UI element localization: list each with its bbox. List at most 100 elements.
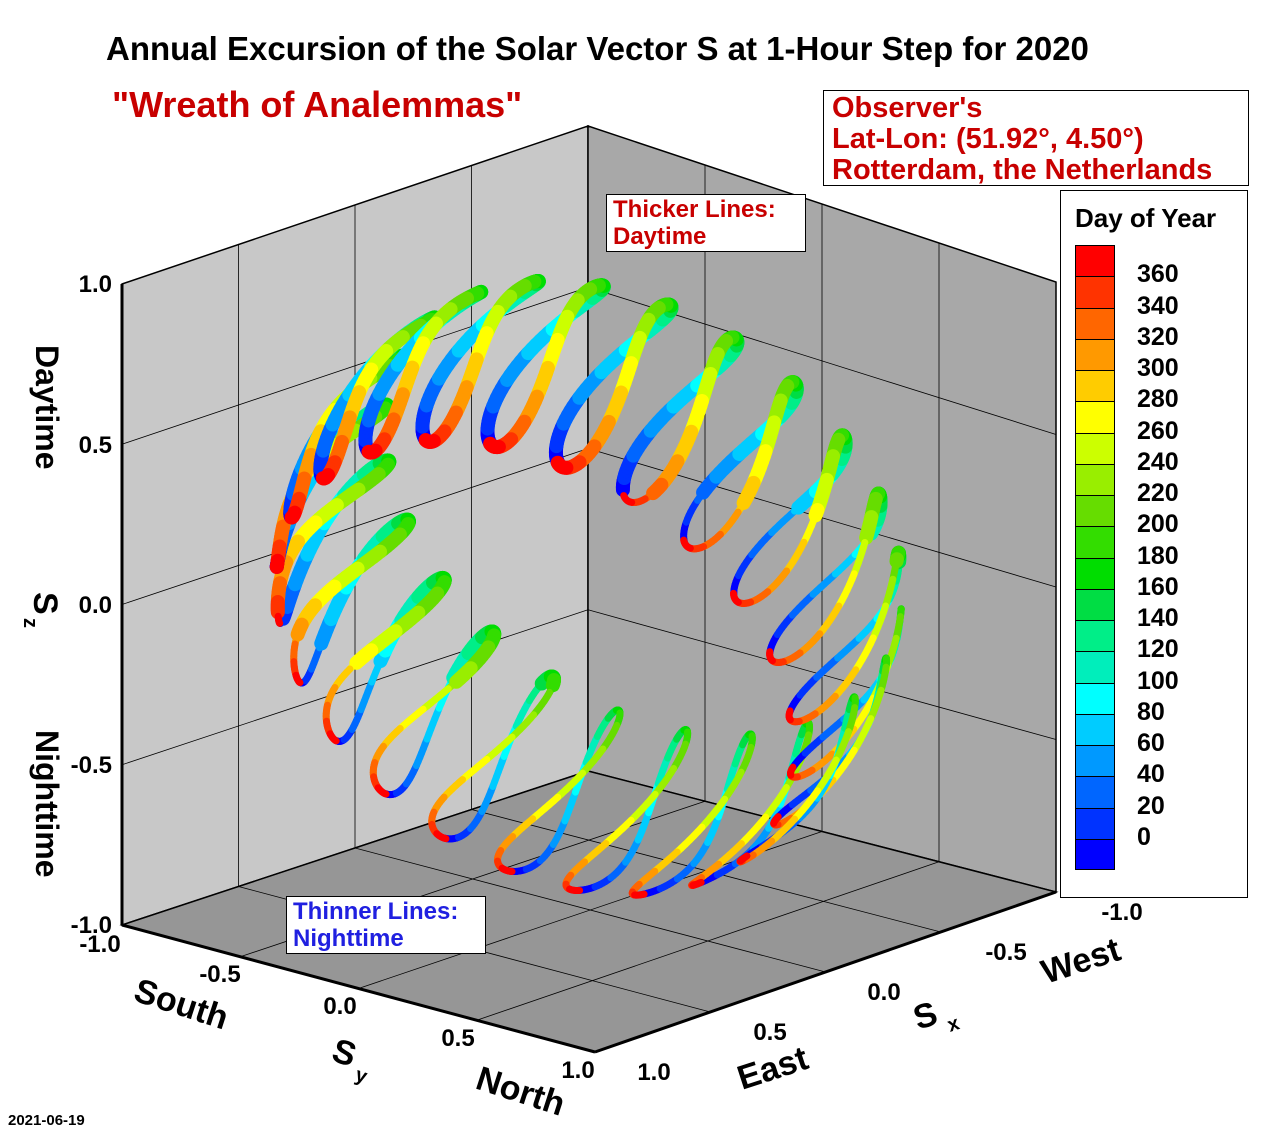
grid-line — [476, 861, 940, 1021]
analemma-hour-curve — [369, 624, 502, 799]
legend-swatch — [1075, 276, 1115, 308]
legend-label: 360 — [1137, 260, 1179, 289]
legend-label: 120 — [1137, 635, 1179, 664]
analemma-hour-curve — [270, 453, 397, 627]
sx-axis-subscript: x — [945, 1012, 962, 1036]
plot-walls — [119, 124, 1059, 1053]
legend-swatch — [1075, 620, 1115, 652]
y-tick-label: 0.0 — [323, 993, 356, 1020]
legend-label: 340 — [1137, 291, 1179, 320]
y-tick-label: -1.0 — [79, 931, 120, 958]
legend-label: 0 — [1137, 822, 1151, 851]
legend-swatch — [1075, 401, 1115, 433]
analemma-segment — [550, 455, 566, 472]
legend-swatch — [1075, 463, 1115, 495]
nighttime-note-line-1: Thinner Lines: — [293, 898, 459, 925]
daytime-note-line-1: Thicker Lines: — [613, 196, 776, 223]
analemma-segment — [331, 736, 340, 745]
legend-swatch — [1075, 432, 1115, 464]
legend-swatch — [1075, 338, 1115, 370]
observer-line-2: Lat-Lon: (51.92°, 4.50°) — [832, 123, 1144, 155]
analemma-hour-curve — [615, 330, 745, 507]
daytime-axis-label: Daytime — [29, 345, 65, 470]
legend-label: 280 — [1137, 385, 1179, 414]
legend-swatch — [1075, 807, 1115, 839]
analemma-hour-curve — [480, 278, 611, 455]
west-label: West — [1037, 931, 1125, 992]
legend-label: 220 — [1137, 479, 1179, 507]
analemma-hour-curve — [415, 273, 546, 449]
analemma-hour-curve — [785, 545, 907, 726]
legend-label: 300 — [1137, 354, 1179, 382]
legend-swatch — [1075, 651, 1115, 683]
analemma-hour-curve — [358, 284, 489, 460]
legend-title: Day of Year — [1075, 203, 1217, 233]
analemma-segment — [773, 813, 782, 822]
analemma-curves — [269, 273, 907, 899]
legend-label: 40 — [1137, 760, 1165, 789]
analemma-segment — [483, 436, 499, 453]
chart-subtitle: "Wreath of Analemmas" — [112, 84, 523, 125]
analemma-hour-curve — [562, 726, 692, 895]
grid-line — [121, 609, 589, 766]
x-tick-label: 1.0 — [637, 1059, 670, 1086]
analemma-hour-curve — [680, 375, 804, 553]
sy-axis-label: S — [328, 1031, 361, 1074]
x-tick-label: 0.0 — [867, 979, 900, 1006]
analemma-hour-curve — [322, 570, 452, 745]
analemma-hour-curve — [736, 693, 859, 866]
x-tick-label: 0.5 — [753, 1019, 786, 1046]
z-tick-label: 1.0 — [79, 271, 112, 298]
legend-swatch — [1075, 776, 1115, 808]
analemma-segment — [418, 433, 434, 448]
legend-label: 100 — [1137, 666, 1179, 695]
analemma-segment — [620, 492, 629, 501]
legend-swatch — [1075, 682, 1115, 714]
nighttime-note: Thinner Lines: Nighttime — [286, 896, 486, 954]
legend-label: 200 — [1137, 510, 1179, 539]
analemma-segment — [695, 878, 705, 887]
analemma-hour-curve — [730, 428, 853, 607]
legend-label: 160 — [1137, 572, 1179, 601]
analemma-segment — [381, 789, 390, 798]
analemma-hour-curve — [313, 310, 442, 486]
sy-axis-subscript: y — [352, 1064, 370, 1089]
legend-swatch — [1075, 713, 1115, 745]
analemma-hour-curve — [290, 512, 416, 687]
analemma-segment — [785, 707, 794, 717]
analemma-hour-curve — [548, 297, 679, 475]
y-tick-label: -0.5 — [199, 961, 240, 988]
nighttime-note-line-2: Nighttime — [293, 925, 404, 952]
north-label: North — [472, 1059, 570, 1123]
legend-swatch — [1075, 557, 1115, 589]
z-tick-label: 0.0 — [79, 592, 112, 619]
z-tick-label: 0.5 — [79, 432, 112, 459]
y-axis-line — [121, 923, 596, 1054]
legend-label: 80 — [1137, 697, 1165, 726]
analemma-segment — [361, 444, 377, 460]
observer-line-1: Observer's — [832, 92, 983, 124]
sx-axis-label: S — [909, 994, 942, 1037]
y-tick-label: 0.5 — [441, 1025, 474, 1052]
legend-label: 260 — [1137, 416, 1179, 445]
legend-swatch — [1075, 307, 1115, 339]
z-tick-label: -1.0 — [71, 912, 112, 939]
legend-swatch — [1075, 370, 1115, 402]
legend-frame — [1075, 245, 1115, 870]
observer-line-3: Rotterdam, the Netherlands — [832, 154, 1213, 186]
analemma-segment — [680, 536, 688, 546]
legend-label: 320 — [1137, 322, 1179, 351]
observer-box: Observer's Lat-Lon: (51.92°, 4.50°) Rott… — [823, 90, 1249, 186]
legend-label: 60 — [1137, 729, 1165, 757]
legend-label: 180 — [1137, 541, 1179, 570]
x-tick-label: -1.0 — [1101, 899, 1142, 926]
daytime-note-line-2: Daytime — [613, 223, 707, 250]
analemma-segment — [741, 852, 751, 861]
legend-swatch — [1075, 745, 1115, 777]
legend-swatch — [1075, 588, 1115, 620]
legend-label: 140 — [1137, 604, 1179, 632]
analemma-hour-curve — [628, 730, 756, 899]
east-label: East — [733, 1039, 813, 1097]
analemma-hour-curve — [494, 706, 624, 876]
